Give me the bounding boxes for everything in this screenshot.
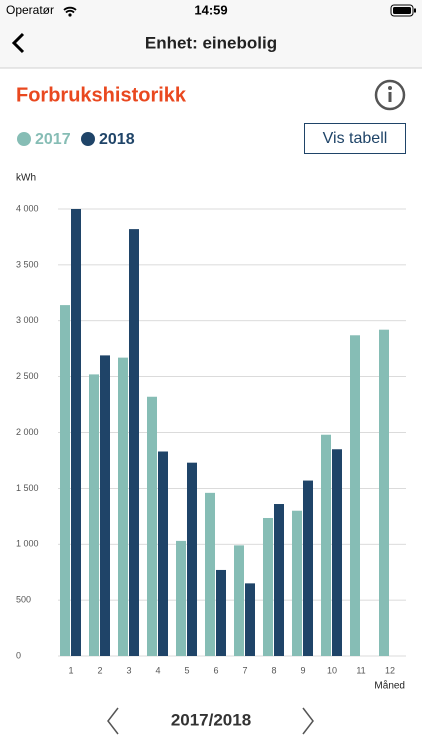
y-tick-label: 1 500: [16, 483, 39, 493]
y-tick-label: 4 000: [16, 203, 39, 213]
y-tick-label: 500: [16, 595, 31, 605]
bar: [332, 449, 342, 656]
bar: [89, 374, 99, 656]
bar: [129, 229, 139, 657]
legend-swatch: [17, 132, 31, 146]
y-tick-label: 0: [16, 650, 21, 660]
y-tick-label: 2 500: [16, 371, 39, 381]
battery-level: [393, 7, 411, 14]
bar: [60, 305, 70, 656]
x-tick-label: 1: [68, 665, 73, 675]
bar: [205, 492, 215, 656]
wifi-icon: [68, 13, 72, 17]
x-tick-label: 8: [271, 665, 276, 675]
clock: 14:59: [194, 2, 227, 17]
battery-tip: [414, 8, 416, 13]
bar: [274, 504, 284, 656]
bar: [71, 209, 81, 656]
back-button[interactable]: [11, 32, 25, 54]
page-title: Forbrukshistorikk: [16, 84, 187, 106]
legend-swatch: [81, 132, 95, 146]
bar: [187, 462, 197, 656]
bar: [263, 517, 273, 656]
bar: [245, 583, 255, 656]
x-tick-label: 9: [300, 665, 305, 675]
battery-icon: [390, 4, 414, 17]
button-label: Vis tabell: [323, 130, 388, 147]
bar: [234, 545, 244, 656]
bar: [158, 451, 168, 656]
bar: [147, 396, 157, 656]
x-tick-label: 3: [126, 665, 131, 675]
x-axis-label: Måned: [374, 680, 405, 692]
x-tick-label: 7: [242, 665, 247, 675]
bar: [303, 480, 313, 656]
x-tick-label: 2: [97, 665, 102, 675]
legend-label: 2017: [35, 131, 71, 148]
info-circle: [374, 79, 406, 111]
y-tick-label: 1 000: [16, 539, 39, 549]
nav-title: Enhet: einebolig: [145, 33, 277, 52]
x-tick-label: 10: [327, 665, 337, 675]
button-frame: [304, 123, 406, 154]
bar: [321, 434, 331, 656]
period-label: 2017/2018: [171, 710, 251, 729]
bar: [216, 569, 226, 656]
bar: [350, 335, 360, 656]
y-axis-label: kWh: [16, 173, 36, 184]
bar: [292, 510, 302, 656]
bar: [176, 540, 186, 656]
next-button[interactable]: [302, 707, 314, 735]
info-dot: [388, 86, 392, 90]
x-tick-label: 4: [155, 665, 160, 675]
bar: [100, 355, 110, 656]
table-button[interactable]: Vis tabell: [304, 123, 406, 154]
chart: kWh Måned 0 500 1 000 1 500 2 000 2 500 3 000 3 5…: [16, 131, 406, 692]
wifi-icon: [63, 6, 77, 14]
x-tick-label: 6: [213, 665, 218, 675]
y-tick-label: 3 500: [16, 259, 39, 269]
x-tick-label: 11: [356, 665, 365, 675]
bar: [379, 329, 389, 656]
carrier: Operatør: [6, 3, 54, 17]
x-tick-label: 12: [385, 665, 395, 675]
legend-label: 2018: [99, 131, 135, 148]
info-stem: [388, 92, 392, 102]
info-button[interactable]: [374, 79, 406, 111]
x-tick-label: 5: [184, 665, 189, 675]
prev-button[interactable]: [107, 707, 119, 735]
y-tick-label: 2 000: [16, 427, 39, 437]
y-tick-label: 3 000: [16, 315, 39, 325]
bar: [118, 357, 128, 656]
